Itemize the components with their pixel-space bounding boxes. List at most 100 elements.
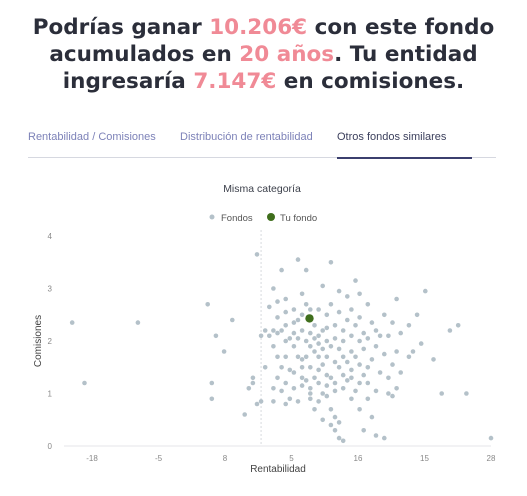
fondo-point[interactable] [328,260,334,265]
legend-label-fondos[interactable]: Fondos [221,213,253,224]
fondo-point[interactable] [345,359,350,365]
fondo-point[interactable] [369,414,375,420]
fondo-point[interactable] [447,328,453,333]
fondo-point[interactable] [373,433,379,438]
fondo-point[interactable] [365,396,371,402]
fondo-point[interactable] [299,357,305,362]
fondo-point[interactable] [324,325,330,331]
fondo-point[interactable] [275,354,280,360]
fondo-point[interactable] [418,341,424,346]
fondo-point[interactable] [369,320,375,325]
fondo-point[interactable] [394,296,399,302]
fondo-point[interactable] [340,338,346,344]
fondo-point[interactable] [324,393,330,399]
fondo-point[interactable] [340,328,346,333]
fondo-point[interactable] [316,341,321,346]
fondo-point[interactable] [332,336,338,341]
fondo-point[interactable] [410,349,416,354]
fondo-point[interactable] [312,349,317,354]
fondo-point[interactable] [357,315,362,320]
fondo-point[interactable] [308,396,313,402]
fondo-point[interactable] [394,386,399,391]
fondo-point[interactable] [369,357,375,362]
fondo-point[interactable] [254,252,260,257]
fondo-point[interactable] [209,380,215,386]
fondo-point[interactable] [406,354,412,360]
fondo-point[interactable] [303,302,309,307]
fondo-point[interactable] [295,354,301,360]
fondo-point[interactable] [299,383,305,388]
fondo-point[interactable] [262,328,268,333]
fondo-point[interactable] [390,393,395,399]
fondo-point[interactable] [271,399,276,404]
fondo-point[interactable] [328,375,334,381]
fondo-point[interactable] [283,309,289,315]
fondo-point[interactable] [303,354,309,360]
fondo-point[interactable] [320,328,326,333]
fondo-point[interactable] [349,333,354,339]
fondo-point[interactable] [316,307,321,312]
fondo-point[interactable] [242,412,247,417]
fondo-point[interactable] [69,320,75,325]
fondo-point[interactable] [345,294,350,299]
fondo-point[interactable] [209,396,215,402]
fondo-point[interactable] [230,317,235,323]
fondo-point[interactable] [340,354,346,360]
fondo-point[interactable] [135,320,141,325]
fondo-point[interactable] [299,365,305,370]
fondo-point[interactable] [406,323,412,328]
fondo-point[interactable] [291,370,297,375]
fondo-point[interactable] [267,333,272,339]
fondo-point[interactable] [316,354,321,360]
fondo-point[interactable] [324,383,330,388]
fondo-point[interactable] [386,375,391,381]
fondo-point[interactable] [349,396,354,402]
fondo-point[interactable] [361,346,367,352]
fondo-point[interactable] [258,399,264,404]
fondo-point[interactable] [414,312,420,318]
fondo-point[interactable] [398,370,404,375]
fondo-point[interactable] [357,291,362,297]
tab-rentabilidad-comisiones[interactable]: Rentabilidad / Comisiones [28,131,156,143]
fondo-point[interactable] [349,367,354,373]
fondo-point[interactable] [336,309,342,315]
fondo-point[interactable] [340,372,346,378]
fondo-point[interactable] [271,344,276,349]
fondo-point[interactable] [324,312,330,318]
fondo-point[interactable] [345,378,350,383]
fondo-point[interactable] [365,336,371,341]
fondo-point[interactable] [291,307,297,312]
fondo-point[interactable] [299,328,305,333]
fondo-point[interactable] [361,428,367,433]
fondo-point[interactable] [320,417,326,423]
fondo-point[interactable] [82,380,87,386]
fondo-point[interactable] [279,388,284,394]
fondo-point[interactable] [373,344,379,349]
fondo-point[interactable] [386,333,391,339]
fondo-point[interactable] [361,330,367,336]
fondo-point[interactable] [373,328,379,333]
fondo-point[interactable] [205,302,210,307]
fondo-point[interactable] [299,291,305,297]
fondo-point[interactable] [283,354,289,360]
fondo-point[interactable] [275,315,280,320]
fondo-point[interactable] [365,380,371,386]
fondo-point[interactable] [287,367,293,373]
fondo-point[interactable] [258,333,264,339]
fondo-point[interactable] [353,323,358,328]
fondo-point[interactable] [246,386,252,391]
fondo-point[interactable] [357,338,362,344]
fondo-point[interactable] [221,349,227,354]
fondo-point[interactable] [431,357,436,362]
fondo-point[interactable] [332,359,338,365]
fondo-point[interactable] [377,370,383,375]
fondo-point[interactable] [336,435,342,441]
fondo-point[interactable] [299,312,305,318]
fondo-point[interactable] [275,330,280,336]
fondo-point[interactable] [295,399,301,404]
fondo-point[interactable] [262,365,268,370]
fondo-point[interactable] [332,380,338,386]
fondo-point[interactable] [336,365,342,370]
fondo-point[interactable] [283,338,289,344]
fondo-point[interactable] [283,296,289,302]
